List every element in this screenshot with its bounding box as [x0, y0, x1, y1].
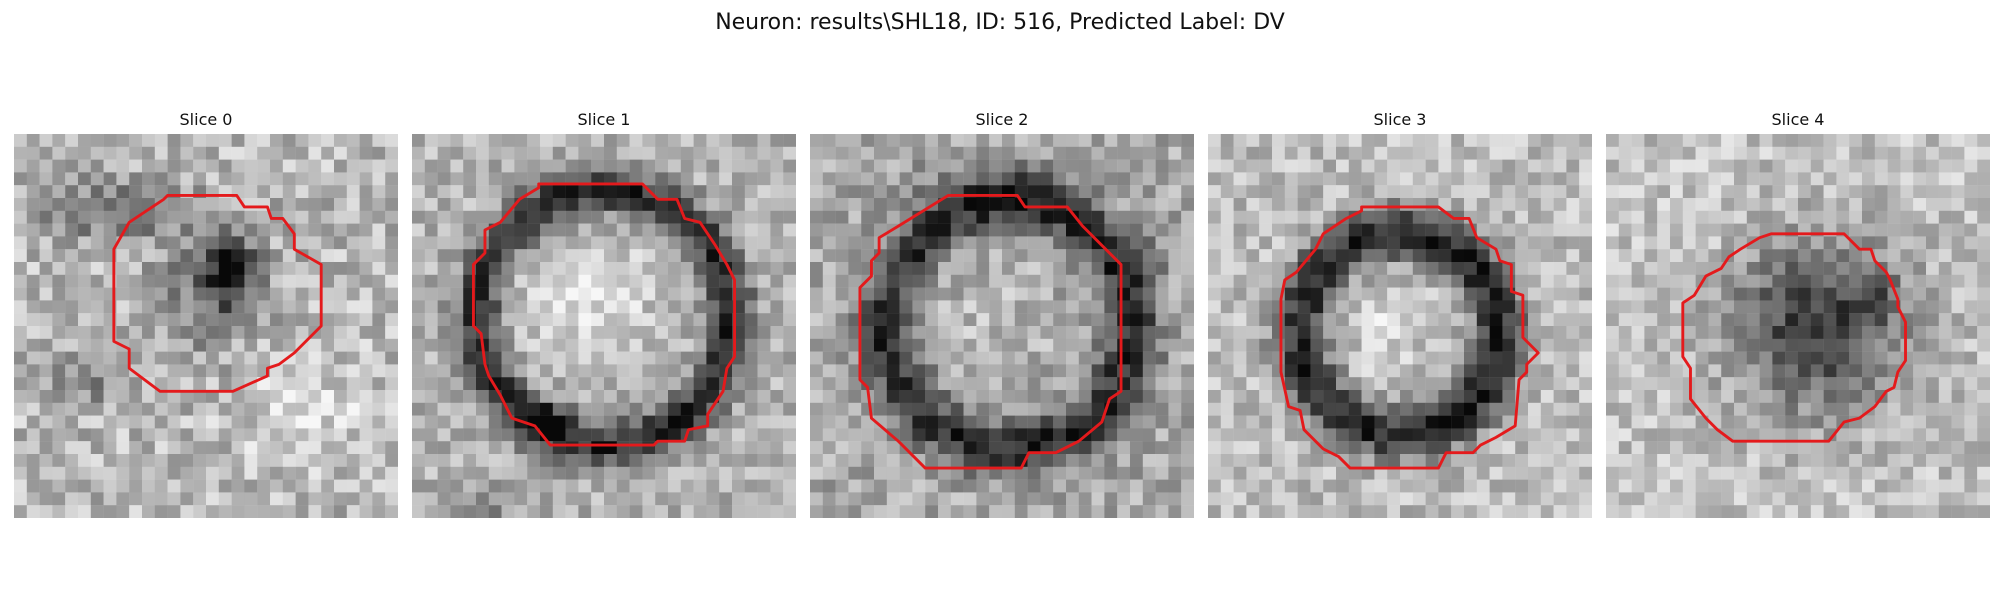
slice-image-0: [14, 134, 398, 518]
roi-contour-4: [1681, 232, 1907, 443]
slice-title-0: Slice 0: [179, 110, 233, 129]
slice-image-4: [1606, 134, 1990, 518]
slice-title-1: Slice 1: [577, 110, 631, 129]
slice-title-3: Slice 3: [1373, 110, 1427, 129]
slice-image-2: [810, 134, 1194, 518]
slice-image-3: [1208, 134, 1592, 518]
roi-contour-2: [858, 194, 1123, 470]
figure-title: Neuron: results\SHL18, ID: 516, Predicte…: [715, 10, 1285, 35]
slice-title-2: Slice 2: [975, 110, 1029, 129]
slice-panel-2: Slice 2: [810, 108, 1194, 518]
slice-panel-4: Slice 4: [1606, 108, 1990, 518]
roi-contour-3: [1279, 205, 1540, 470]
slice-image-1: [412, 134, 796, 518]
slice-panel-0: Slice 0: [14, 108, 398, 518]
roi-contour-0: [112, 194, 323, 393]
slice-panel-3: Slice 3: [1208, 108, 1592, 518]
roi-contour-1: [472, 182, 736, 447]
slice-title-4: Slice 4: [1771, 110, 1825, 129]
slice-panel-1: Slice 1: [412, 108, 796, 518]
